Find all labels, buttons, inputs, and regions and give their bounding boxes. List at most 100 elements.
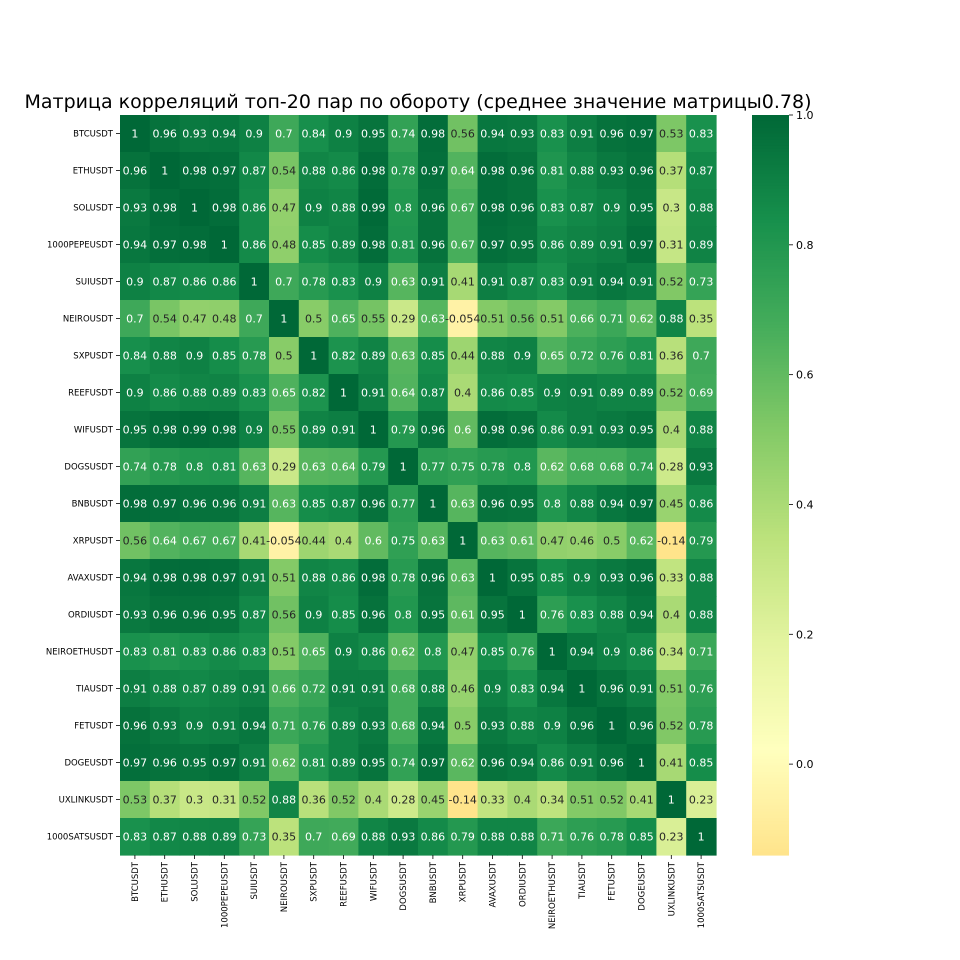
heatmap-cell-value: 0.81	[391, 239, 416, 252]
heatmap-cell	[626, 781, 657, 819]
heatmap-cell-value: 0.82	[301, 387, 326, 400]
heatmap-cell	[567, 226, 598, 264]
heatmap-cell-value: 0.67	[450, 202, 475, 215]
colorbar-band	[752, 210, 789, 215]
heatmap-cell	[477, 374, 508, 412]
colorbar-band	[752, 435, 789, 440]
heatmap-cell	[418, 374, 449, 412]
heatmap-cell-value: 0.66	[570, 313, 595, 326]
heatmap-cell-value: 0.65	[540, 350, 565, 363]
heatmap-cell	[656, 670, 687, 708]
heatmap-cell-value: 0.93	[123, 202, 148, 215]
heatmap-cell	[537, 670, 568, 708]
heatmap-cell-value: 0.53	[659, 128, 684, 141]
heatmap-cell	[507, 633, 538, 671]
heatmap-cell	[358, 633, 389, 671]
heatmap-cell-value: 0.89	[301, 424, 326, 437]
colorbar-band	[752, 401, 789, 406]
heatmap-cell	[298, 781, 330, 819]
y-axis-tick-label: DOGEUSDT	[64, 759, 113, 769]
heatmap-cell-value: 0.41	[242, 535, 267, 548]
y-axis-tick-label: 1000PEPEUSDT	[47, 241, 114, 251]
colorbar-band	[752, 389, 789, 394]
heatmap-cell	[328, 818, 359, 856]
heatmap-cell	[567, 559, 598, 597]
heatmap-cell	[120, 300, 151, 338]
heatmap-cell	[120, 522, 151, 560]
heatmap-cell-value: 0.83	[242, 387, 267, 400]
heatmap-cell-value: 0.84	[123, 350, 148, 363]
colorbar-band	[752, 562, 789, 566]
heatmap-cell	[447, 337, 479, 375]
heatmap-cell-value: 0.86	[480, 387, 505, 400]
heatmap-cell	[209, 744, 240, 782]
heatmap-cell-value: 0.88	[689, 609, 714, 622]
heatmap-cell-value: 0.31	[212, 794, 237, 807]
heatmap-cell	[269, 818, 300, 856]
heatmap-cell	[120, 781, 151, 819]
heatmap-cell	[179, 300, 210, 338]
heatmap-cell-value: 0.98	[123, 498, 148, 511]
colorbar-band	[752, 571, 789, 576]
colorbar-band	[752, 207, 789, 212]
heatmap-cell	[507, 485, 538, 523]
heatmap-cell-value: 0.76	[599, 350, 624, 363]
heatmap-cell-value: 0.96	[510, 165, 535, 178]
heatmap-cell-value: 0.88	[570, 165, 595, 178]
heatmap-cell	[567, 485, 598, 523]
heatmap-cell-value: 0.5	[305, 313, 323, 326]
colorbar-band	[752, 731, 789, 736]
heatmap-cell	[567, 633, 598, 671]
heatmap-cell	[388, 189, 419, 227]
heatmap-cell-value: 0.86	[689, 498, 714, 511]
heatmap-cell	[686, 411, 717, 449]
heatmap-cell-value: 0.96	[480, 757, 505, 770]
heatmap-cell	[567, 596, 598, 634]
heatmap-cell	[477, 337, 508, 375]
colorbar-band	[752, 599, 789, 603]
heatmap-cell-value: 0.56	[272, 609, 297, 622]
heatmap-cell	[418, 633, 449, 671]
heatmap-cell-value: 0.95	[421, 609, 446, 622]
heatmap-cell-value: 1	[519, 609, 526, 622]
colorbar-band	[752, 781, 789, 785]
heatmap-cell-value: 0.87	[689, 165, 714, 178]
colorbar-band	[752, 340, 789, 344]
heatmap-cell-value: 0.91	[599, 239, 624, 252]
heatmap-cell-value: 0.91	[242, 683, 267, 696]
colorbar-band	[752, 694, 789, 699]
heatmap-cell	[179, 374, 210, 412]
colorbar-band	[752, 161, 789, 165]
heatmap-cell	[567, 152, 598, 190]
heatmap-cell	[120, 152, 151, 190]
colorbar-band	[752, 528, 789, 532]
y-axis-tick-label: SOLUSDT	[73, 204, 114, 214]
heatmap-cell	[656, 189, 687, 227]
heatmap-cell-value: 0.68	[391, 720, 416, 733]
heatmap-cell	[298, 559, 330, 597]
heatmap-cell	[596, 152, 628, 190]
colorbar-band	[752, 833, 789, 838]
heatmap-cell-value: 1	[191, 202, 198, 215]
heatmap-cell-value: 0.95	[510, 239, 535, 252]
heatmap-cell	[239, 411, 270, 449]
heatmap-cell-value: 0.29	[272, 461, 297, 474]
heatmap-cell-value: 0.85	[301, 239, 326, 252]
y-axis-tick-label: NEIROETHUSDT	[46, 648, 114, 658]
colorbar-band	[752, 596, 789, 600]
heatmap-cell	[596, 448, 628, 486]
heatmap-cell-value: 0.33	[480, 794, 505, 807]
heatmap-cell	[686, 707, 717, 745]
heatmap-cell-value: 0.94	[123, 239, 148, 252]
heatmap-cell-value: 0.44	[301, 535, 326, 548]
heatmap-cell-value: 0.79	[391, 424, 416, 437]
colorbar-band	[752, 793, 789, 798]
heatmap-cell-value: 0.86	[540, 424, 565, 437]
heatmap-cell	[507, 411, 538, 449]
heatmap-cell	[686, 522, 717, 560]
x-axis-tick-label: REEFUSDT	[340, 861, 350, 907]
colorbar-band	[752, 503, 789, 508]
heatmap-cell-value: 0.87	[152, 276, 177, 289]
colorbar-band	[752, 306, 789, 310]
heatmap-cell	[596, 522, 628, 560]
